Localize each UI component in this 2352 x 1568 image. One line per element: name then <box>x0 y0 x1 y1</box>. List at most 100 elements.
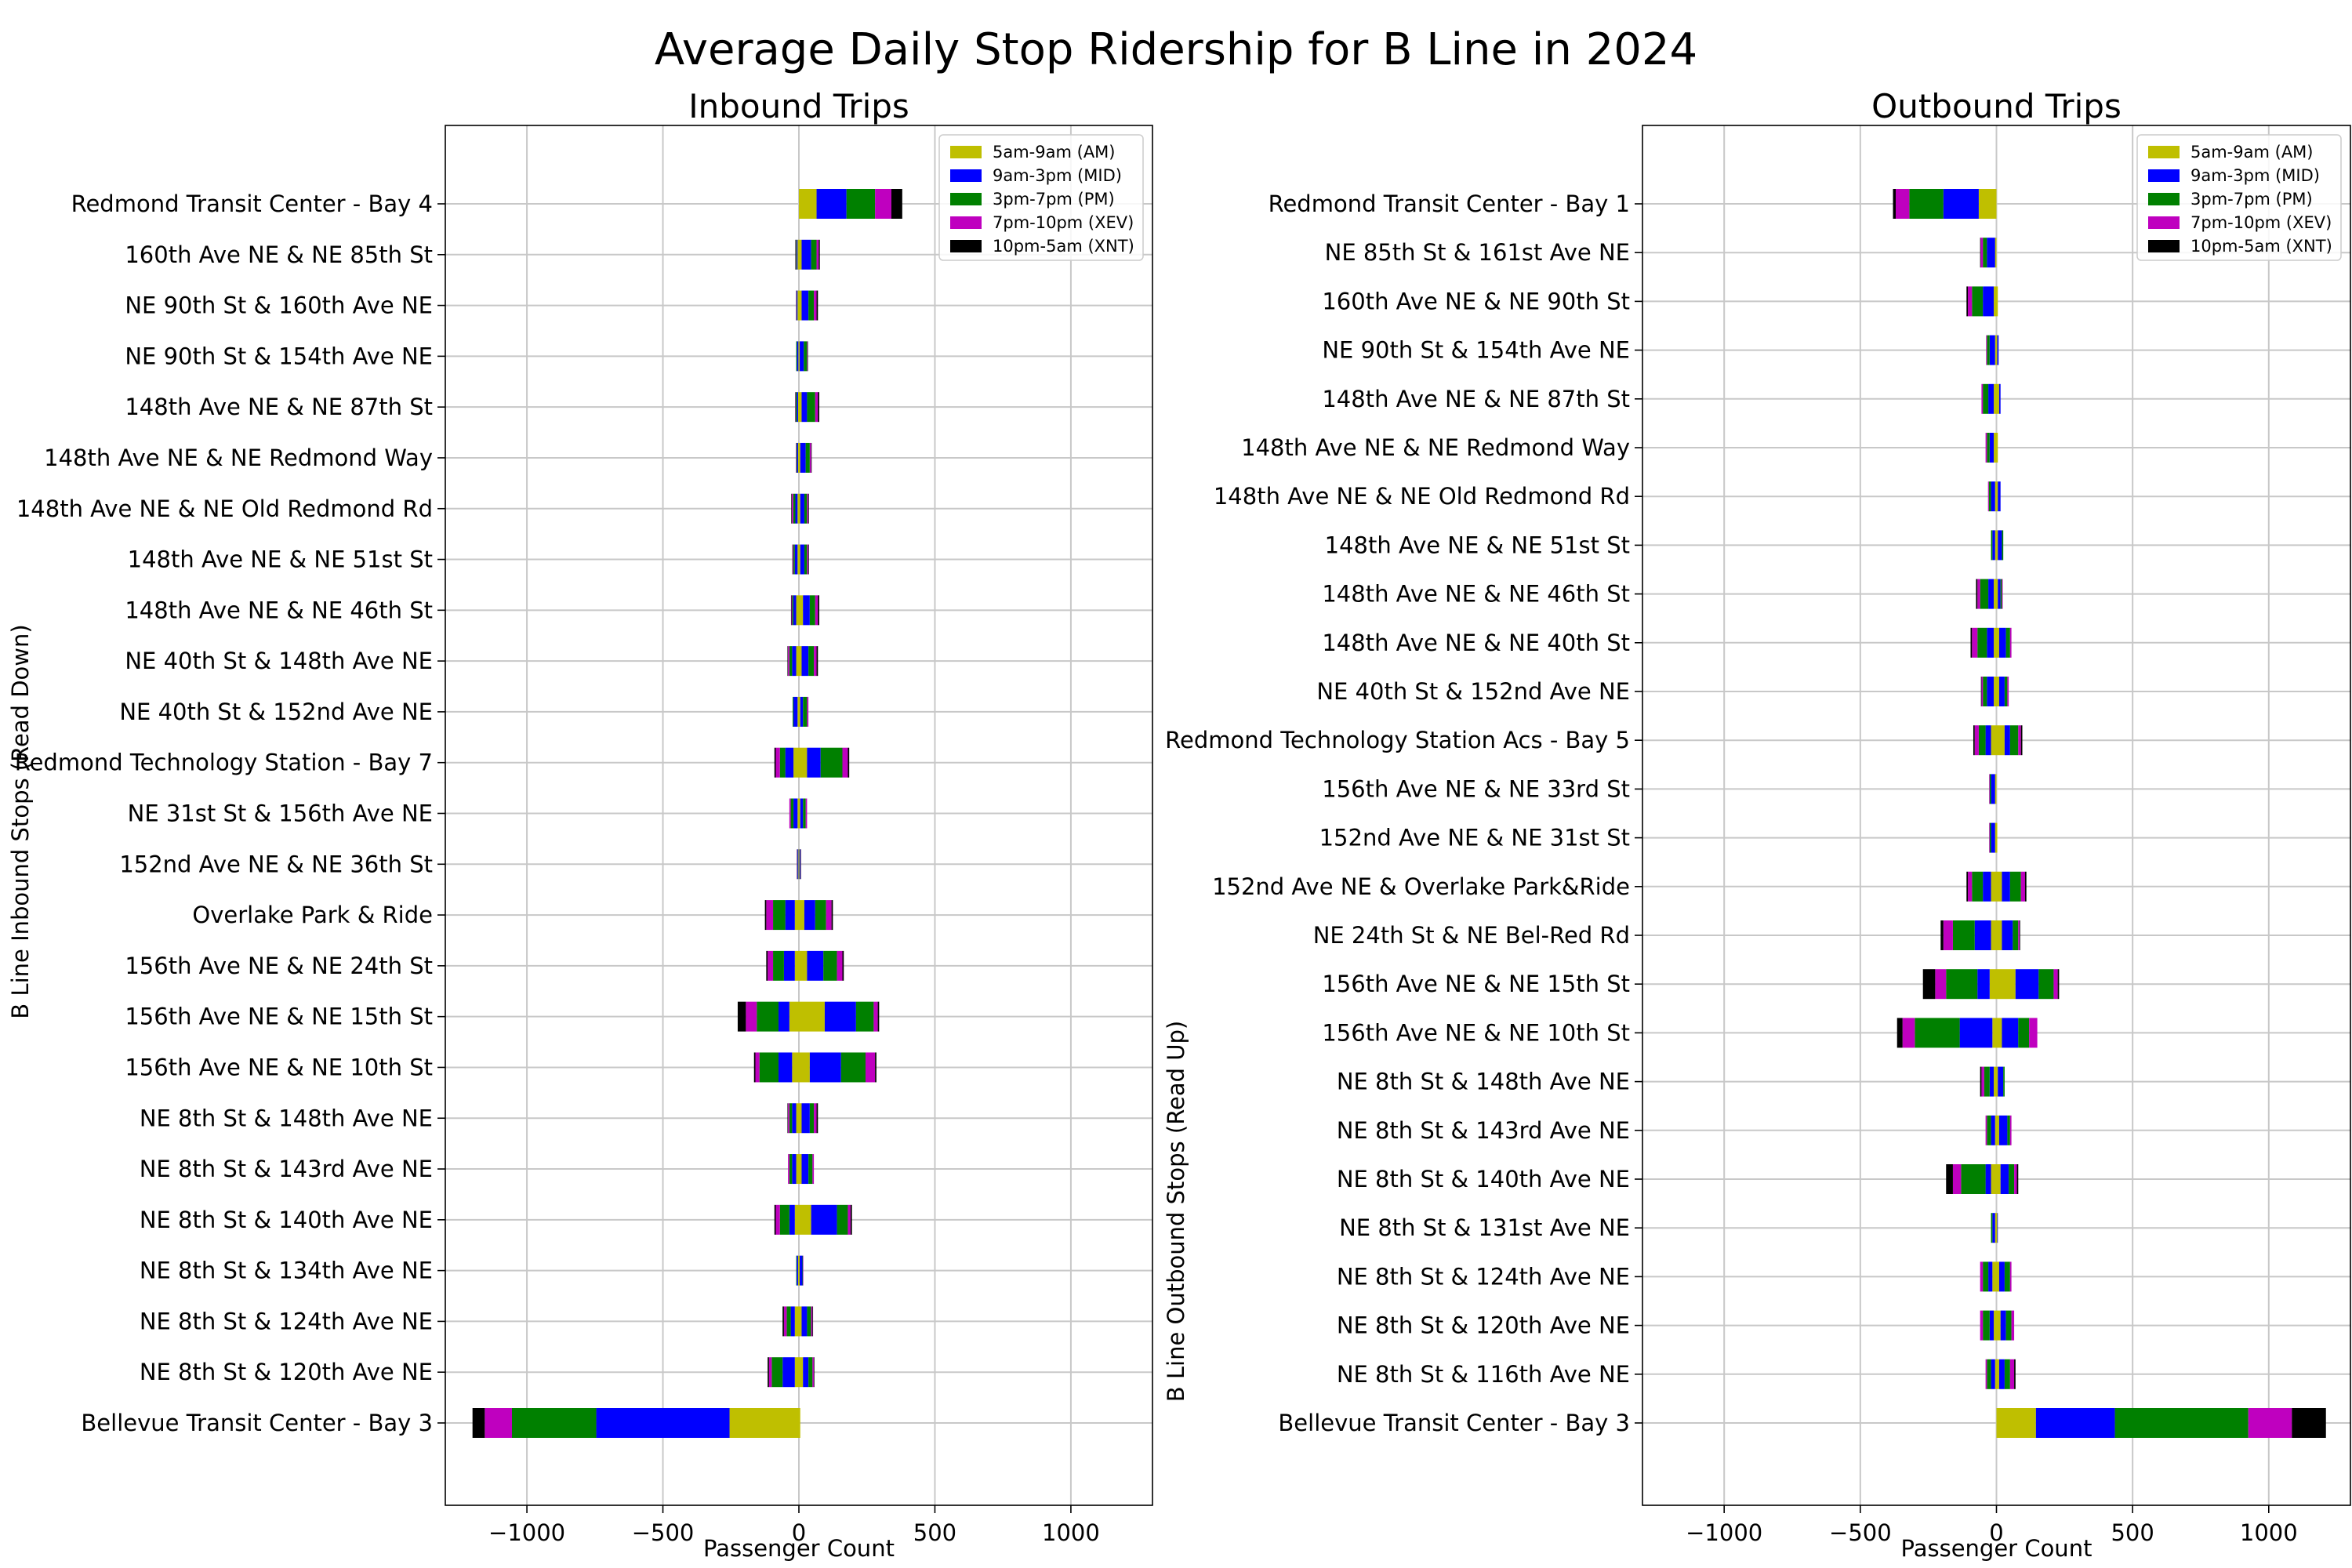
inbound-bar-off-1 <box>778 1001 789 1032</box>
inbound-bar-on-1 <box>801 1103 810 1134</box>
inbound-bar-off-1 <box>793 798 798 829</box>
inbound-bar-off-3 <box>791 493 793 524</box>
inbound-bar-on-0 <box>799 1408 800 1438</box>
outbound-bar-on-1 <box>1998 579 2001 609</box>
inbound-bar-on-4 <box>814 1357 815 1388</box>
inbound-bar-on-0 <box>799 1052 810 1083</box>
outbound-bar-off-3 <box>1935 969 1947 1000</box>
inbound-stop-label: NE 8th St & 143rd Ave NE <box>140 1156 433 1182</box>
outbound-bar-off-1 <box>1987 238 1995 268</box>
outbound-bar-off-2 <box>1988 481 1991 512</box>
inbound-bar-on-2 <box>837 1204 848 1235</box>
outbound-bar-on-1 <box>1998 677 2005 706</box>
inbound-bar-on-4 <box>848 747 850 778</box>
inbound-bar-on-2 <box>803 798 806 829</box>
inbound-bar-on-4 <box>818 239 820 270</box>
outbound-bar-off-2 <box>1987 335 1990 365</box>
inbound-bar-on-0 <box>799 646 802 677</box>
inbound-bar-on-0 <box>799 442 800 473</box>
outbound-bar-off-3 <box>1974 725 1979 756</box>
inbound-stop-label: NE 90th St & 154th Ave NE <box>125 343 433 369</box>
inbound-bar-off-0 <box>797 392 799 423</box>
inbound-bar-off-4 <box>782 1306 784 1337</box>
outbound-bar-off-1 <box>1985 725 1991 756</box>
inbound-bar-on-1 <box>800 493 804 524</box>
outbound-bar-on-1 <box>1998 383 2001 414</box>
outbound-bar-on-4 <box>2014 1359 2016 1389</box>
outbound-bar-off-0 <box>1994 530 1997 561</box>
outbound-bar-on-4 <box>2024 871 2027 902</box>
inbound-bar-on-2 <box>840 1052 866 1083</box>
inbound-stop-label: NE 8th St & 140th Ave NE <box>140 1207 433 1233</box>
inbound-bar-on-1 <box>800 1255 803 1286</box>
outbound-stop-label: 148th Ave NE & NE 51st St <box>1325 532 1630 558</box>
inbound-stop-label: NE 31st St & 156th Ave NE <box>128 800 433 827</box>
inbound-bar-on-0 <box>799 747 808 778</box>
inbound-bar-on-3 <box>815 392 818 423</box>
inbound-bar-off-2 <box>795 392 797 423</box>
outbound-bar-off-3 <box>1989 822 1990 853</box>
outbound-bar-off-3 <box>1968 871 1973 902</box>
outbound-bar-off-0 <box>1994 238 1997 268</box>
outbound-legend-label: 9am-3pm (MID) <box>2190 166 2320 185</box>
inbound-bar-on-0 <box>799 1306 802 1337</box>
inbound-bar-off-0 <box>796 1154 799 1185</box>
inbound-bar-off-0 <box>793 747 799 778</box>
inbound-bar-off-0 <box>789 1001 799 1032</box>
inbound-bar-off-4 <box>768 1357 769 1388</box>
inbound-bar-on-0 <box>799 849 800 880</box>
inbound-bar-off-3 <box>791 595 793 626</box>
outbound-xtick-label: 1000 <box>2240 1519 2298 1546</box>
outbound-stop-label: NE 8th St & 124th Ave NE <box>1337 1263 1630 1290</box>
inbound-bar-on-3 <box>807 341 808 372</box>
outbound-bar-on-3 <box>2053 969 2058 1000</box>
outbound-bar-off-1 <box>1991 774 1995 804</box>
outbound-legend: 5am-9am (AM) 9am-3pm (MID) 3pm-7pm (PM) 7pm… <box>2136 134 2342 261</box>
outbound-bar-on-0 <box>1996 871 2002 902</box>
inbound-bar-on-0 <box>799 493 800 524</box>
inbound-bar-on-0 <box>799 798 800 829</box>
outbound-bar-on-0 <box>1996 822 1998 853</box>
inbound-bar-on-1 <box>809 1052 841 1083</box>
inbound-bar-off-2 <box>792 595 794 626</box>
inbound-bar-on-1 <box>811 1204 837 1235</box>
outbound-bar-off-3 <box>1968 286 1973 317</box>
outbound-bar-off-1 <box>1988 579 1994 609</box>
inbound-bar-off-0 <box>794 1357 799 1388</box>
inbound-bar-on-3 <box>814 646 817 677</box>
inbound-bar-on-3 <box>826 900 832 931</box>
inbound-bar-on-4 <box>816 646 818 677</box>
outbound-bar-off-2 <box>1972 871 1984 902</box>
inbound-bar-off-0 <box>792 1052 799 1083</box>
inbound-bar-on-2 <box>800 849 801 880</box>
inbound-bar-on-0 <box>799 1001 825 1032</box>
inbound-bar-on-4 <box>808 493 809 524</box>
inbound-bar-on-3 <box>807 493 809 524</box>
outbound-bar-on-0 <box>1996 627 1999 658</box>
outbound-legend-label: 3pm-7pm (PM) <box>2190 190 2313 209</box>
outbound-bar-off-1 <box>1991 1359 1995 1389</box>
outbound-bar-off-0 <box>1994 1115 1997 1145</box>
outbound-bar-off-0 <box>1994 627 1997 658</box>
outbound-stop-label: 148th Ave NE & NE Old Redmond Rd <box>1214 483 1630 510</box>
inbound-stop-label: Overlake Park & Ride <box>192 902 433 928</box>
outbound-xtick-label: 500 <box>2111 1519 2154 1546</box>
inbound-bar-off-2 <box>786 1306 791 1337</box>
inbound-bar-off-0 <box>796 1103 799 1134</box>
inbound-xtick-label: −1000 <box>488 1519 565 1546</box>
inbound-bar-off-2 <box>793 544 795 575</box>
inbound-bar-off-0 <box>797 798 799 829</box>
outbound-bar-off-4 <box>1896 1018 1903 1048</box>
outbound-stop-label: 156th Ave NE & NE 33rd St <box>1322 775 1630 802</box>
outbound-legend-label: 7pm-10pm (XEV) <box>2190 213 2332 232</box>
inbound-bar-off-2 <box>796 239 797 270</box>
inbound-legend-label: 7pm-10pm (XEV) <box>993 213 1134 232</box>
outbound-title: Outbound Trips <box>1871 87 2122 125</box>
inbound-bar-on-3 <box>815 595 818 626</box>
outbound-bar-off-0 <box>1991 725 1997 756</box>
outbound-bar-on-3 <box>2009 1359 2015 1389</box>
inbound-bar-on-3 <box>848 1204 851 1235</box>
inbound-bar-on-2 <box>808 1154 813 1185</box>
inbound-bar-off-1 <box>795 493 798 524</box>
